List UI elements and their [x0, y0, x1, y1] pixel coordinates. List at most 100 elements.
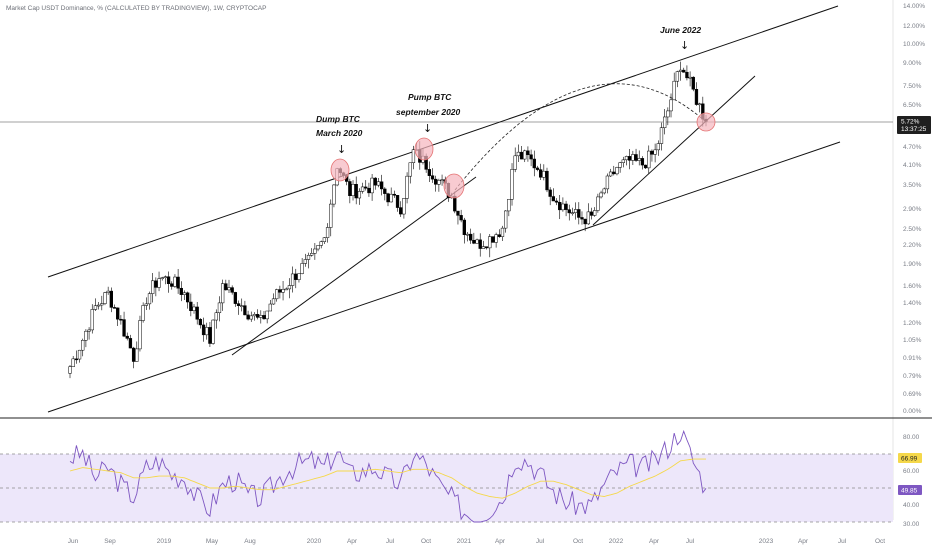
- candle-body: [198, 319, 203, 326]
- candle-body: [491, 236, 495, 243]
- candle-body: [224, 283, 228, 291]
- candle-body: [255, 314, 260, 318]
- price-tick-label: 10.00%: [903, 41, 925, 48]
- candle-body: [408, 162, 412, 177]
- candle-body: [697, 103, 702, 106]
- candle-body: [313, 248, 317, 254]
- candle-body: [437, 180, 441, 185]
- candle-body: [87, 329, 91, 332]
- candle-body: [316, 245, 320, 250]
- trendline-2021[interactable]: [592, 75, 756, 226]
- price-tick-label: 2.20%: [903, 242, 922, 249]
- annotation-dump-line1: Dump BTC: [316, 114, 361, 124]
- candle-body: [300, 263, 304, 274]
- candle-body: [154, 280, 158, 288]
- price-label-box: [897, 116, 931, 134]
- candle-body: [554, 200, 559, 203]
- candle-body: [205, 327, 209, 336]
- candle-body: [284, 288, 288, 291]
- candle-body: [383, 188, 387, 194]
- price-tick-label: 1.90%: [903, 261, 922, 268]
- candle-body: [122, 319, 126, 337]
- candle-body: [608, 171, 613, 177]
- candle-body: [682, 69, 686, 73]
- candle-body: [93, 305, 98, 310]
- highlight-circle-dump: [330, 158, 350, 182]
- dashed-arc[interactable]: [454, 83, 707, 191]
- trendline-2019[interactable]: [231, 176, 477, 356]
- time-tick-label: Sep: [104, 538, 116, 545]
- candle-body: [558, 202, 562, 211]
- candle-body: [217, 302, 222, 314]
- annotation-pump-arrow: ↓: [423, 122, 432, 135]
- candle-body: [666, 110, 670, 118]
- candle-body: [106, 290, 110, 293]
- candle-body: [176, 276, 180, 289]
- candle-body: [659, 127, 664, 144]
- candle-body: [637, 158, 641, 161]
- time-tick-label: Jul: [386, 538, 395, 545]
- candle-body: [370, 177, 374, 194]
- price-tick-label: 3.50%: [903, 182, 922, 189]
- candle-body: [510, 169, 514, 200]
- candle-body: [573, 209, 578, 213]
- channel-upper-line[interactable]: [47, 5, 839, 278]
- price-axis[interactable]: 14.00% 12.00% 10.00% 9.00% 7.50% 6.50% 4.70% 4.…: [903, 3, 925, 415]
- candle-body: [402, 198, 406, 215]
- candle-body: [647, 150, 651, 169]
- candle-body: [469, 233, 473, 241]
- candle-body: [220, 283, 225, 304]
- candle-body: [354, 184, 358, 199]
- time-axis[interactable]: Jun Sep 2019 May Aug 2020 Apr Jul Oct 2021 Apr Jul O…: [68, 538, 885, 545]
- candle-body: [465, 233, 470, 236]
- candle-body: [542, 170, 546, 178]
- candle-body: [310, 253, 314, 256]
- annotation-pump-line2: september 2020: [396, 107, 461, 117]
- candle-body: [532, 158, 536, 169]
- price-tick-label: 0.69%: [903, 391, 922, 398]
- candle-body: [81, 340, 85, 351]
- candle-body: [535, 167, 540, 170]
- candle-body: [322, 237, 327, 242]
- candle-body: [672, 80, 676, 101]
- candle-body: [259, 315, 263, 318]
- candle-body: [462, 219, 466, 235]
- candle-body: [109, 290, 113, 308]
- candle-body: [481, 246, 486, 249]
- price-tick-label: 2.50%: [903, 226, 922, 233]
- candle-body: [621, 159, 625, 163]
- candle-body: [189, 301, 193, 311]
- candle-body: [472, 239, 476, 244]
- time-tick-label: Oct: [421, 538, 431, 545]
- candle-body: [116, 307, 120, 320]
- candle-body: [240, 305, 244, 307]
- candle-body: [166, 276, 171, 284]
- candle-body: [427, 169, 431, 176]
- candle-body: [90, 309, 94, 331]
- price-tick-label: 0.00%: [903, 408, 922, 415]
- candle-body: [364, 186, 368, 189]
- highlight-circle-current: [696, 112, 716, 132]
- candle-body: [551, 196, 556, 202]
- candle-body: [586, 211, 590, 225]
- candle-body: [593, 210, 597, 216]
- candle-body: [523, 150, 527, 160]
- candle-body: [278, 289, 282, 293]
- candle-body: [494, 234, 498, 243]
- candle-body: [303, 259, 307, 264]
- channel-lower-line[interactable]: [47, 141, 841, 413]
- candle-body: [656, 143, 660, 151]
- candle-body: [475, 239, 479, 244]
- candle-body: [306, 255, 311, 260]
- candle-body: [631, 154, 635, 161]
- candle-body: [112, 307, 117, 309]
- candle-body: [332, 184, 336, 205]
- candle-body: [294, 273, 298, 280]
- candle-body: [262, 315, 266, 320]
- candle-body: [411, 149, 416, 163]
- rsi-axis[interactable]: 80.00 60.00 40.00 30.00: [903, 434, 920, 528]
- candle-body: [688, 76, 692, 79]
- candle-body: [570, 212, 575, 214]
- candle-body: [179, 287, 183, 295]
